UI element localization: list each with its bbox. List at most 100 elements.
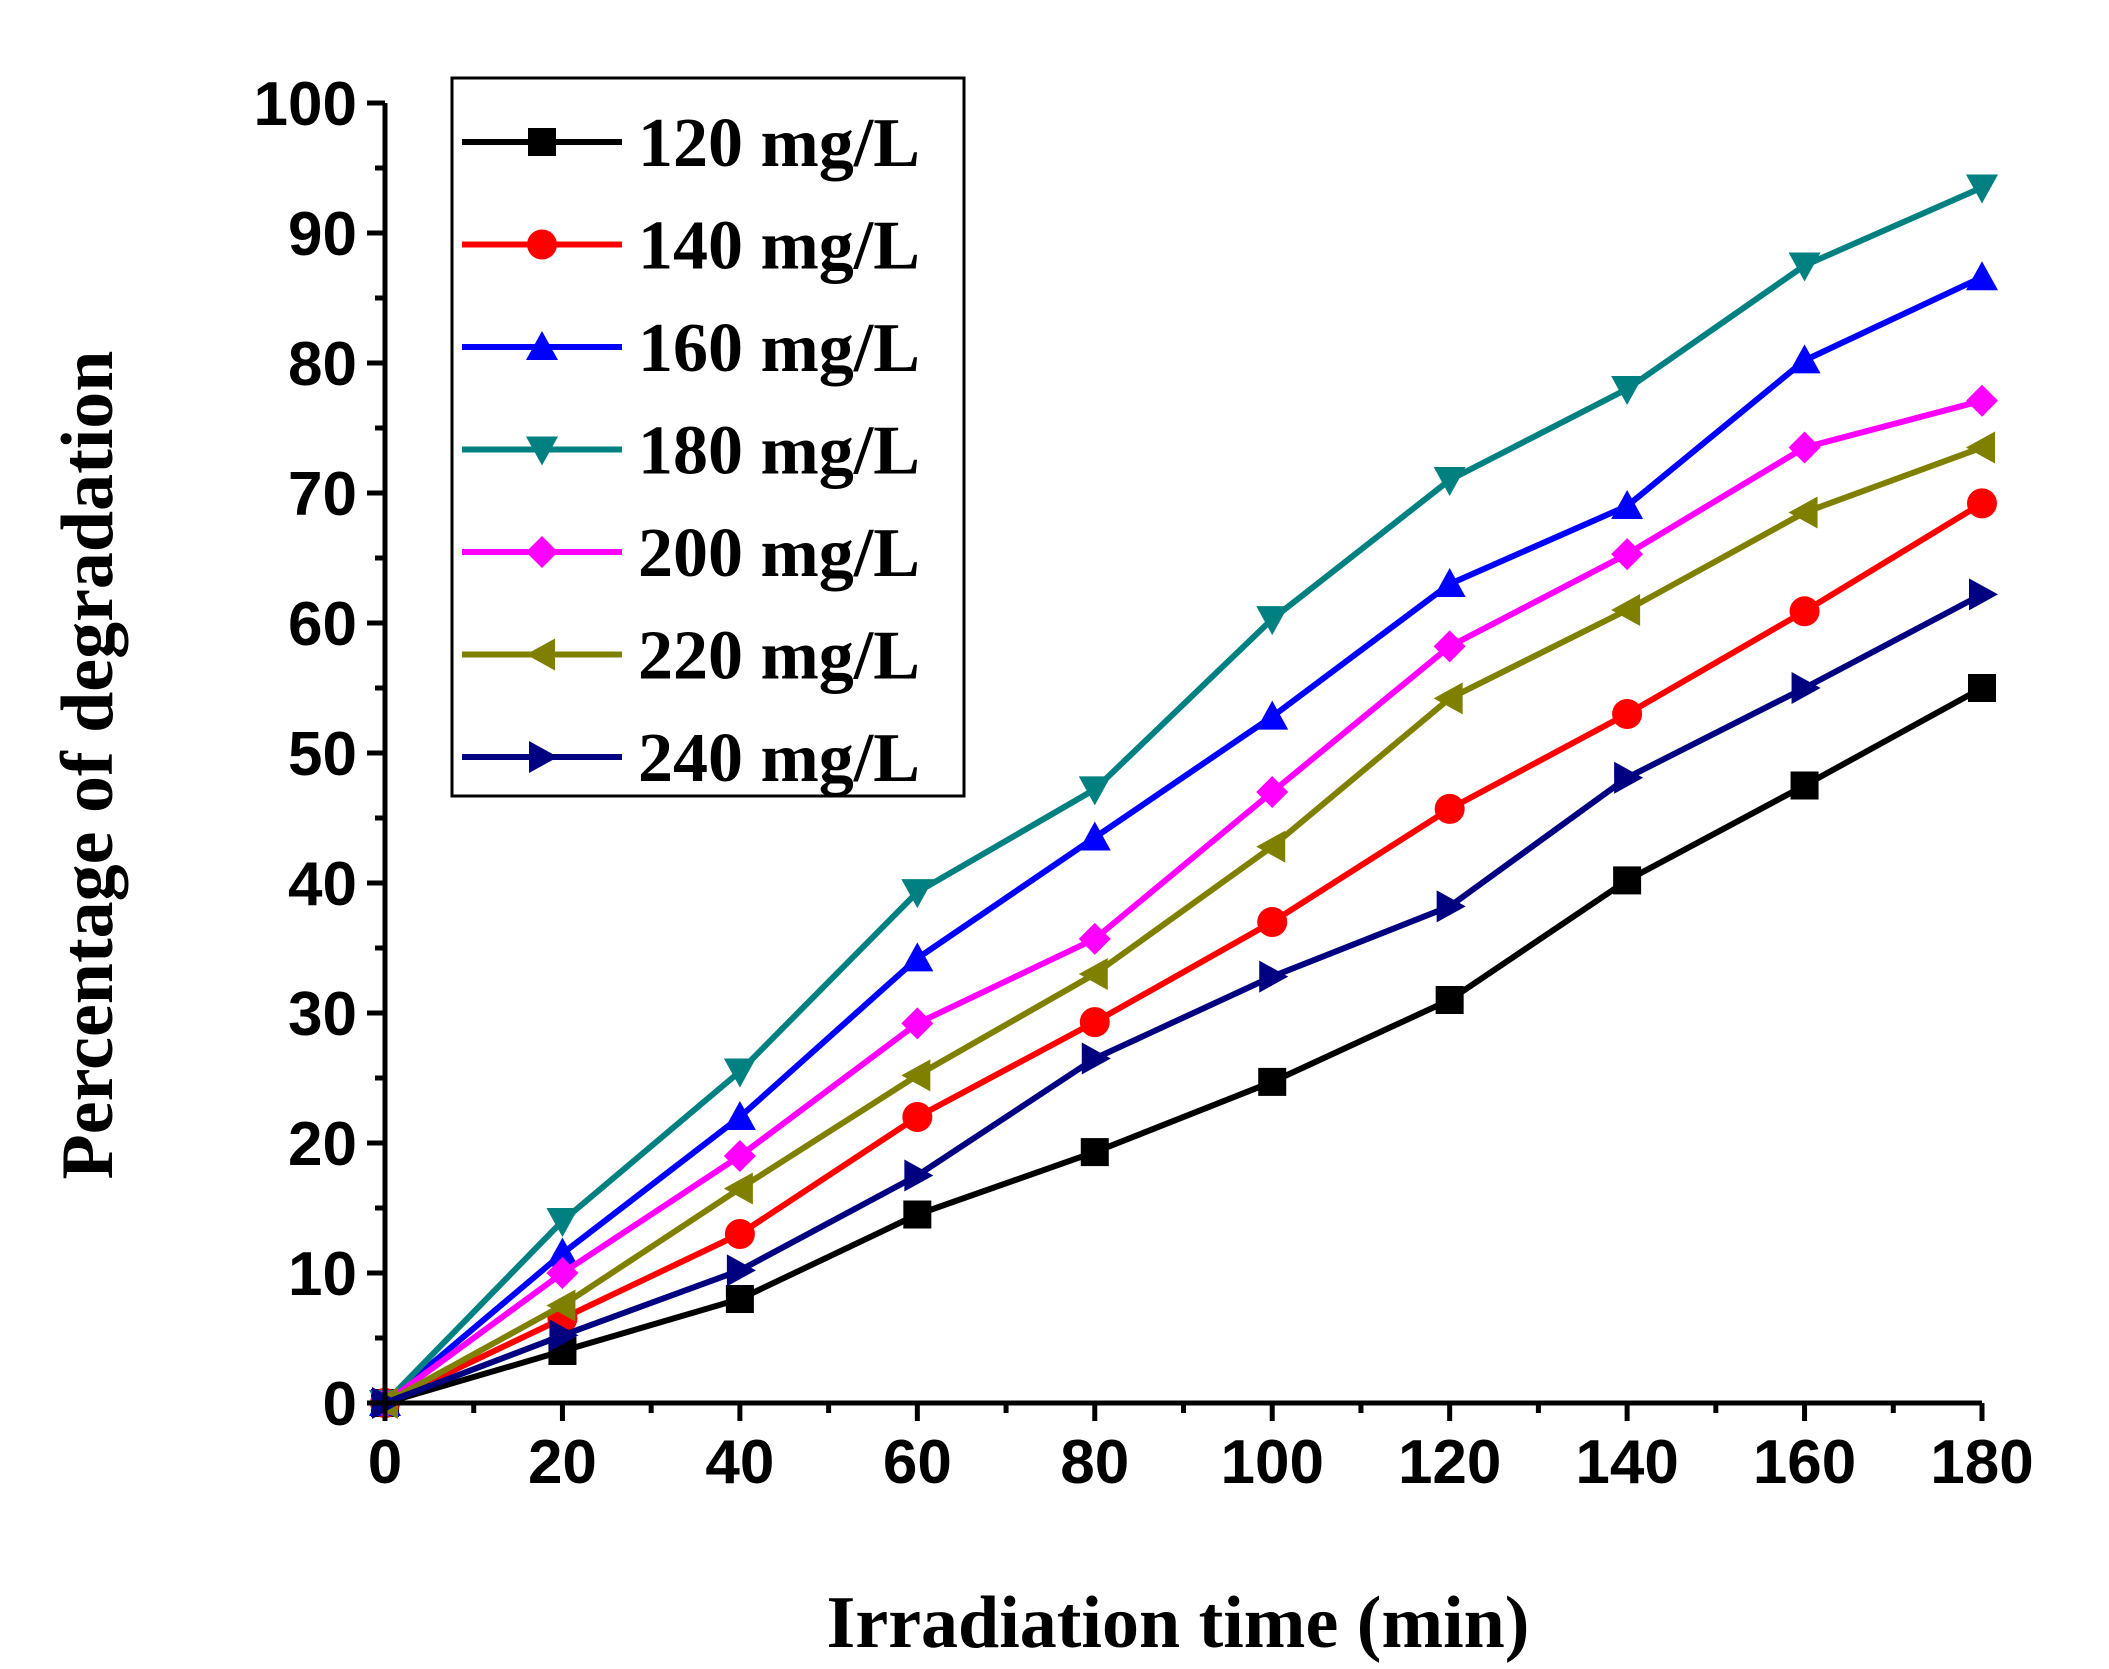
data-point <box>725 1285 754 1313</box>
data-point <box>1258 1067 1287 1096</box>
data-point <box>1081 1042 1111 1075</box>
data-point <box>1968 674 1996 702</box>
legend-entry: 140 mg/L <box>462 208 920 285</box>
data-point <box>1790 771 1819 800</box>
x-tick-label: 180 <box>1930 1428 2033 1497</box>
legend-marker <box>526 436 558 466</box>
data-point <box>546 1208 579 1237</box>
y-tick-label: 10 <box>288 1240 357 1309</box>
axes-layer: 0 10 20 30 40 50 60 70 80 90 100 0 20 40 60 80 100 120 140… <box>254 70 2034 1497</box>
legend-entry: 220 mg/L <box>462 618 920 695</box>
series-line <box>383 274 1984 1406</box>
x-tick-label: 120 <box>1398 1428 1501 1497</box>
data-point <box>1433 467 1466 496</box>
y-tick-label: 80 <box>288 330 357 399</box>
legend-entry: 180 mg/L <box>462 413 920 490</box>
data-point <box>901 1007 934 1040</box>
legend-marker <box>528 128 556 156</box>
data-point <box>1436 890 1466 923</box>
legend-entry: 160 mg/L <box>462 310 920 387</box>
data-point <box>1966 431 1995 464</box>
data-point <box>724 1219 755 1249</box>
data-point <box>1966 384 1998 417</box>
x-tick-label: 100 <box>1220 1428 1323 1497</box>
series-line <box>383 444 1984 1406</box>
legend-label: 180 mg/L <box>638 413 920 490</box>
series-line <box>384 685 1984 1406</box>
data-point <box>1788 252 1821 282</box>
legend-marker <box>526 331 558 360</box>
data-point <box>1078 776 1111 806</box>
data-point <box>1969 578 1998 611</box>
legend-label: 240 mg/L <box>638 720 920 797</box>
data-point <box>1967 488 1997 519</box>
legend-label: 140 mg/L <box>638 208 920 285</box>
data-point <box>723 1058 756 1088</box>
x-tick-label: 140 <box>1575 1428 1678 1497</box>
data-point <box>1966 261 1998 291</box>
series-layer <box>369 174 1998 1419</box>
data-point <box>1256 700 1289 730</box>
data-point <box>726 1254 756 1287</box>
legend-label: 220 mg/L <box>638 618 920 695</box>
data-point <box>723 1101 756 1130</box>
data-point <box>1611 490 1644 519</box>
data-point <box>1433 568 1466 597</box>
data-point <box>1078 821 1111 851</box>
data-point <box>1789 596 1820 627</box>
data-point <box>1966 174 1998 204</box>
data-point <box>901 942 934 972</box>
x-tick-label: 60 <box>883 1428 952 1497</box>
legend: 120 mg/L 140 mg/L 160 mg/L 180 mg/L 200 mg/L… <box>450 76 966 798</box>
legend-label: 200 mg/L <box>638 515 920 592</box>
data-point <box>546 1289 576 1322</box>
y-tick-label: 100 <box>254 70 357 139</box>
y-axis-title: Percentage of degradation <box>47 351 129 1180</box>
y-tick-label: 20 <box>288 1110 357 1179</box>
data-point <box>1256 606 1289 636</box>
data-point <box>1791 672 1821 704</box>
data-point <box>1435 986 1464 1014</box>
x-tick-label: 160 <box>1753 1428 1856 1497</box>
data-point <box>904 1159 934 1192</box>
legend-entry: 120 mg/L <box>462 105 920 182</box>
data-point <box>1259 960 1289 993</box>
legend-label: 120 mg/L <box>638 105 920 182</box>
data-point <box>1788 431 1821 464</box>
data-point <box>546 1237 579 1267</box>
data-point <box>1078 922 1111 955</box>
data-point <box>1611 376 1644 405</box>
legend-entry: 240 mg/L <box>462 720 920 797</box>
data-point <box>723 1172 753 1205</box>
data-point <box>1079 1007 1110 1038</box>
data-point <box>901 879 934 909</box>
x-tick-label: 80 <box>1060 1428 1129 1497</box>
legend-marker <box>529 741 558 773</box>
legend-marker <box>526 536 558 568</box>
x-tick-label: 20 <box>528 1428 597 1497</box>
legend-marker <box>527 229 557 260</box>
series-line <box>383 397 1983 1406</box>
data-point <box>1614 761 1644 794</box>
y-tick-label: 0 <box>323 1370 357 1439</box>
data-point <box>1433 630 1466 663</box>
series-line <box>383 500 1984 1406</box>
legend-label: 160 mg/L <box>638 310 920 387</box>
data-point <box>1611 594 1641 626</box>
data-point <box>1256 830 1286 863</box>
data-point <box>903 1200 932 1229</box>
data-point <box>1434 793 1465 824</box>
series-line <box>382 184 1984 1406</box>
data-point <box>549 1319 579 1352</box>
y-tick-label: 50 <box>288 720 357 789</box>
data-point <box>1788 496 1818 529</box>
data-point <box>1257 907 1288 937</box>
data-point <box>1433 682 1463 715</box>
y-tick-label: 70 <box>288 460 357 529</box>
y-tick-label: 90 <box>288 200 357 269</box>
y-tick-label: 30 <box>288 980 357 1049</box>
data-point <box>723 1140 756 1172</box>
y-tick-label: 60 <box>288 590 357 659</box>
legend-marker <box>526 638 555 671</box>
